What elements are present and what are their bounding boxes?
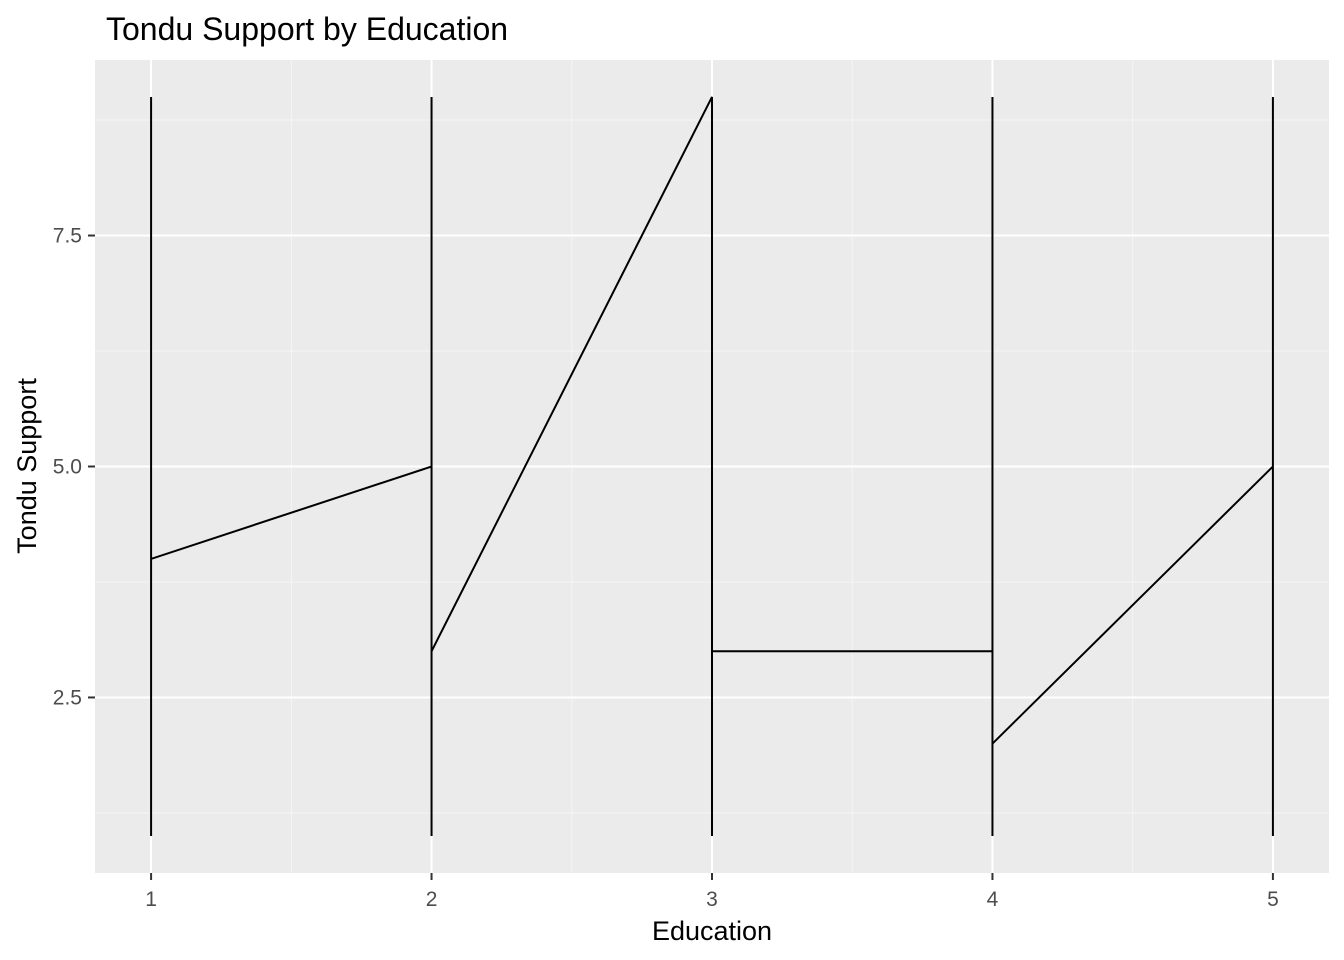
y-axis: 2.5 5.0 7.5 <box>53 225 95 709</box>
x-tick-label: 4 <box>987 888 999 911</box>
x-tick-label: 2 <box>426 888 438 911</box>
chart-title: Tondu Support by Education <box>106 11 508 47</box>
y-tick-label: 5.0 <box>53 456 82 479</box>
y-axis-title: Tondu Support <box>12 378 42 554</box>
x-axis-title: Education <box>652 916 772 946</box>
y-tick-label: 2.5 <box>53 686 82 709</box>
data-layer <box>150 96 1274 837</box>
x-tick-label: 1 <box>145 888 157 911</box>
y-tick-label: 7.5 <box>53 225 82 248</box>
x-axis: 1 2 3 4 5 <box>145 873 1279 911</box>
x-tick-label: 3 <box>706 888 718 911</box>
series-line <box>150 96 1274 837</box>
x-tick-label: 5 <box>1267 888 1279 911</box>
